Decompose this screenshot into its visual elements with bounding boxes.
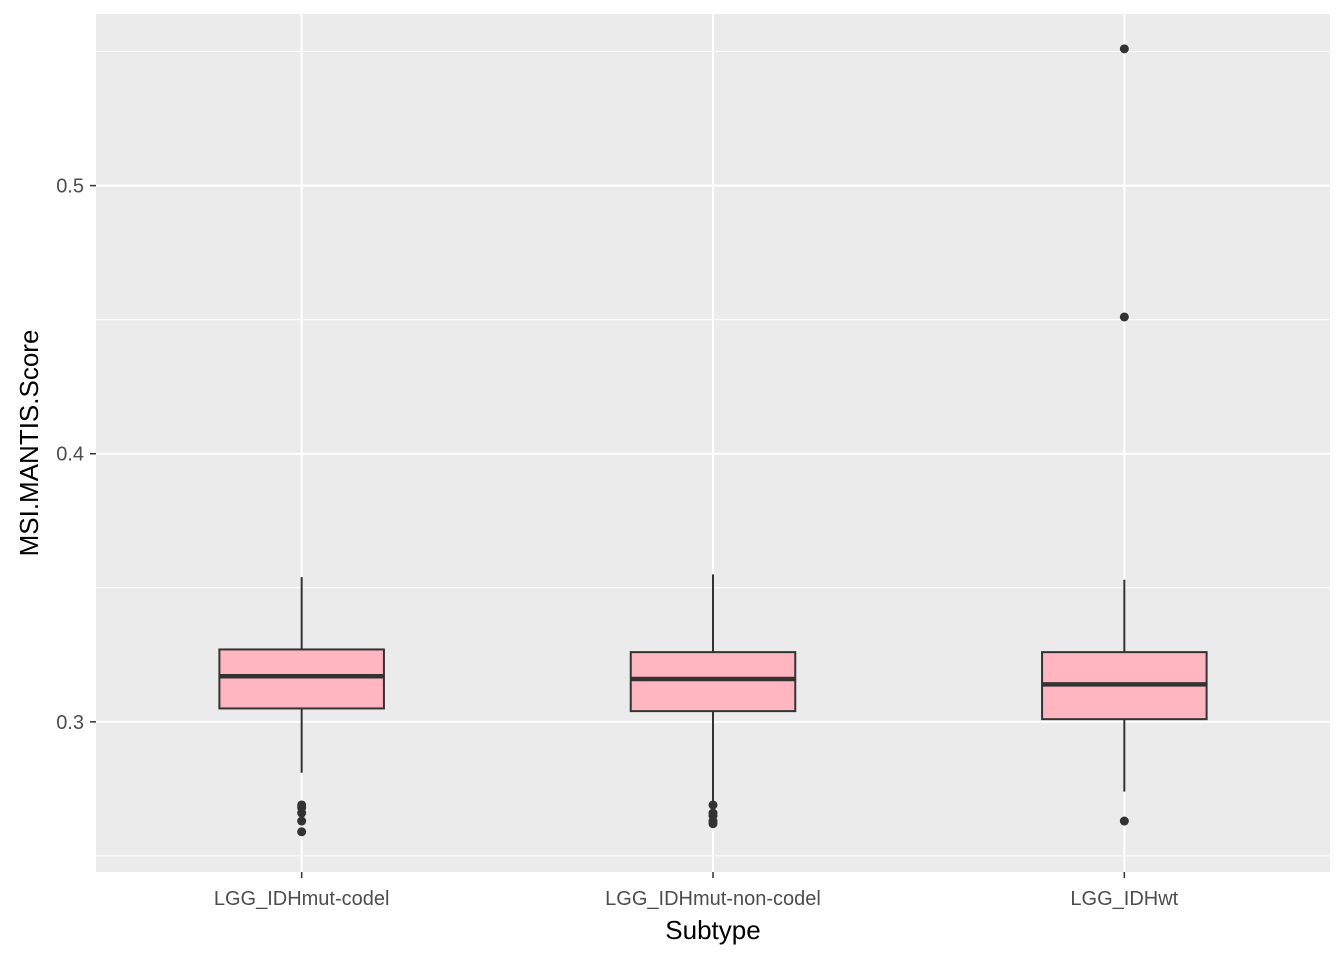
outlier-point	[297, 800, 307, 810]
y-tick-label: 0.5	[56, 176, 84, 198]
x-tick-label: LGG_IDHwt	[1070, 888, 1178, 910]
y-tick-label: 0.3	[56, 712, 84, 734]
boxes-layer	[218, 44, 1208, 837]
outlier-point	[708, 800, 718, 810]
x-axis-ticks: LGG_IDHmut-codel LGG_IDHmut-non-codel LGG_…	[214, 872, 1179, 910]
outlier-point	[1119, 44, 1129, 54]
y-axis-title: MSI.MANTIS.Score	[14, 330, 44, 557]
box-group	[1041, 44, 1208, 826]
outlier-point	[1119, 816, 1129, 826]
box-iqr	[218, 648, 385, 710]
box-group	[629, 574, 797, 829]
outlier-point	[708, 808, 718, 818]
box-iqr	[629, 651, 797, 713]
outlier-point	[1119, 312, 1129, 322]
box-group	[218, 577, 385, 837]
y-axis-ticks: 0.3 0.4 0.5	[56, 176, 96, 734]
x-tick-label: LGG_IDHmut-codel	[214, 888, 390, 910]
outlier-point	[297, 827, 307, 837]
outlier-point	[297, 816, 307, 826]
x-axis-title: Subtype	[665, 915, 760, 945]
x-tick-label: LGG_IDHmut-non-codel	[605, 888, 821, 910]
y-tick-label: 0.4	[56, 444, 84, 466]
